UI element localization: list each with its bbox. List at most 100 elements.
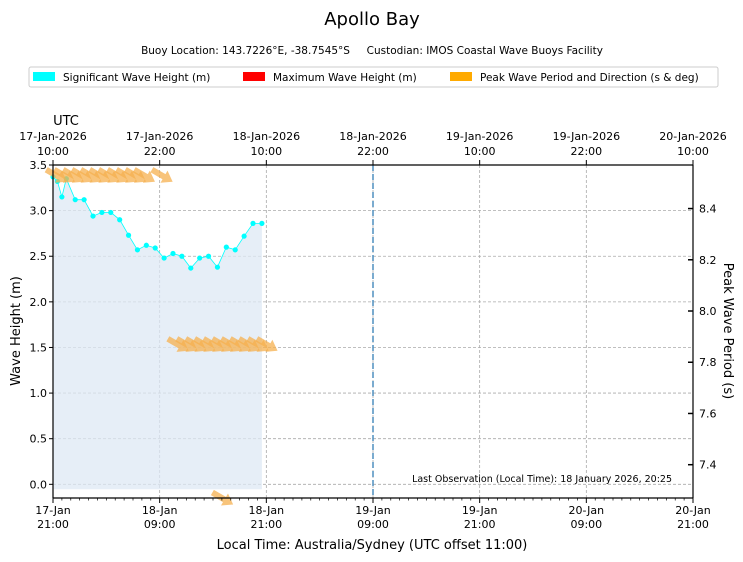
- x-tick-label: 19-Jan: [355, 504, 391, 517]
- last-observation-annotation: Last Observation (Local Time): 18 Januar…: [412, 474, 672, 485]
- top-tick-label: 19-Jan-2026: [446, 130, 514, 143]
- top-axis-label: UTC: [53, 114, 79, 129]
- peak-period-arrow: [184, 336, 207, 352]
- y-tick-label: 3.0: [30, 205, 48, 218]
- top-tick-label: 18-Jan-2026: [233, 130, 301, 143]
- peak-period-arrow: [132, 167, 155, 183]
- top-tick-label: 20-Jan-2026: [659, 130, 727, 143]
- x-tick-label: 21:00: [37, 518, 69, 531]
- y2-tick-label: 7.8: [699, 356, 717, 369]
- wave-height-point: [241, 233, 247, 239]
- wave-height-point: [205, 253, 212, 259]
- legend-swatch-significant: [33, 72, 55, 81]
- wave-height-fill: [53, 176, 262, 490]
- wave-height-point: [125, 232, 132, 238]
- wave-height-point: [108, 209, 114, 216]
- legend-label-maximum: Maximum Wave Height (m): [273, 72, 417, 84]
- peak-period-arrow: [201, 336, 225, 352]
- wave-height-point: [59, 194, 65, 200]
- wave-height-point: [143, 242, 149, 248]
- y-tick-label: 1.5: [30, 341, 48, 354]
- chart-subtitle: Buoy Location: 143.7226°E, -38.7545°S Cu…: [141, 45, 603, 57]
- peak-period-arrow: [79, 167, 102, 183]
- x-tick-label: 09:00: [570, 518, 602, 531]
- y-axis-label: Wave Height (m): [9, 276, 24, 386]
- top-tick-label: 18-Jan-2026: [339, 130, 407, 143]
- y2-tick-label: 8.0: [699, 305, 717, 318]
- x-tick-label: 18-Jan: [142, 504, 178, 517]
- top-tick-label: 19-Jan-2026: [553, 130, 621, 143]
- wave-height-point: [259, 220, 265, 226]
- top-tick-label: 22:00: [570, 145, 602, 158]
- top-tick-label: 10:00: [250, 145, 282, 158]
- top-tick-label: 10:00: [677, 145, 709, 158]
- y2-tick-label: 8.2: [699, 254, 717, 267]
- peak-period-arrow: [61, 167, 84, 183]
- peak-period-arrow: [52, 167, 75, 183]
- x-tick-label: 18-Jan: [249, 504, 285, 517]
- peak-period-arrow: [97, 167, 120, 183]
- wave-height-point: [99, 209, 105, 216]
- legend-frame: [28, 66, 719, 88]
- legend: Significant Wave Height (m) Maximum Wave…: [28, 66, 719, 88]
- peak-period-arrow: [210, 336, 234, 352]
- y-tick-label: 2.0: [30, 296, 48, 309]
- x-tick-label: 21:00: [250, 518, 282, 531]
- peak-period-arrow: [219, 336, 243, 352]
- legend-label-peak: Peak Wave Period and Direction (s & deg): [480, 72, 699, 84]
- peak-period-arrows: [44, 167, 278, 506]
- top-tick-label: 17-Jan-2026: [126, 130, 194, 143]
- wave-height-point: [81, 197, 87, 203]
- wave-height-point: [72, 197, 78, 203]
- peak-period-arrow: [70, 167, 93, 183]
- wave-height-point: [152, 245, 158, 251]
- wave-height-point: [188, 265, 194, 271]
- wave-height-point: [90, 213, 96, 219]
- y-tick-label: 1.0: [30, 387, 48, 400]
- wave-height-point: [223, 244, 229, 250]
- top-tick-label: 10:00: [37, 145, 69, 158]
- x-tick-label: 20-Jan: [675, 504, 711, 517]
- peak-period-arrow: [255, 336, 278, 352]
- chart-title: Apollo Bay: [324, 9, 420, 30]
- peak-period-arrow: [123, 167, 147, 183]
- top-tick-label: 17-Jan-2026: [19, 130, 87, 143]
- x-tick-label: 19-Jan: [462, 504, 498, 517]
- legend-swatch-maximum: [243, 72, 265, 81]
- wave-height-area: [53, 176, 262, 490]
- wave-height-point: [161, 255, 167, 261]
- wave-height-point: [170, 250, 176, 257]
- y2-tick-label: 8.4: [699, 203, 717, 216]
- y2-tick-label: 7.6: [699, 407, 717, 420]
- peak-period-arrow: [105, 167, 129, 183]
- peak-period-arrow: [175, 336, 198, 352]
- wave-height-point: [214, 264, 221, 270]
- wave-height-point: [232, 247, 238, 253]
- y-tick-label: 2.5: [30, 250, 48, 263]
- wave-height-point: [179, 253, 185, 259]
- wave-height-point: [250, 220, 256, 226]
- peak-period-arrow: [114, 167, 138, 183]
- y-tick-label: 3.5: [30, 159, 48, 172]
- x-tick-label: 20-Jan: [569, 504, 605, 517]
- wave-height-point: [117, 217, 123, 223]
- peak-period-arrow: [150, 167, 173, 183]
- top-tick-label: 22:00: [357, 145, 389, 158]
- x-tick-label: 21:00: [677, 518, 709, 531]
- top-tick-label: 22:00: [144, 145, 176, 158]
- x-tick-label: 09:00: [357, 518, 389, 531]
- peak-period-arrow: [228, 336, 251, 352]
- wave-height-point: [134, 247, 141, 253]
- peak-period-arrow: [193, 336, 216, 352]
- wave-height-point: [197, 255, 203, 261]
- peak-period-arrow: [88, 167, 111, 183]
- top-tick-label: 10:00: [464, 145, 496, 158]
- x-tick-label: 21:00: [464, 518, 496, 531]
- y-tick-label: 0.5: [30, 433, 48, 446]
- y-tick-label: 0.0: [30, 478, 48, 491]
- peak-period-arrow: [246, 336, 269, 352]
- peak-period-arrow: [166, 336, 189, 352]
- axes: 0.0 0.5 1.0 1.5 2.0 2.5 3.0 3.5 7.4 7.6 7.8 8.0 8.2 8…: [19, 130, 727, 531]
- x-axis-label: Local Time: Australia/Sydney (UTC offset…: [217, 538, 528, 553]
